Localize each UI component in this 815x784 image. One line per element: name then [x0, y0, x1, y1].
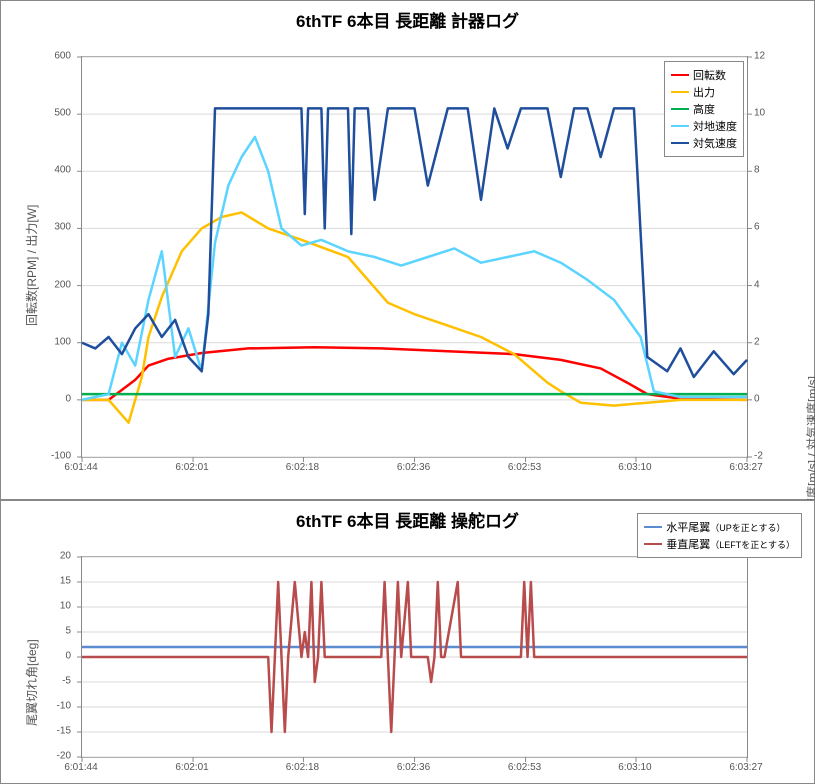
ytick-label: 100	[54, 336, 71, 347]
legend-sublabel: （LEFTを正とする）	[710, 538, 795, 551]
ytick-right-label: 12	[754, 51, 765, 62]
xtick-label: 6:02:36	[397, 762, 430, 773]
xtick-label: 6:01:44	[64, 462, 97, 473]
series-垂直尾翼	[82, 582, 747, 732]
xtick-label: 6:02:18	[286, 462, 319, 473]
ytick-right-label: -2	[754, 451, 763, 462]
legend: 水平尾翼（UPを正とする）垂直尾翼（LEFTを正とする）	[637, 513, 802, 558]
legend-swatch	[671, 74, 689, 77]
legend-swatch	[671, 108, 689, 111]
ytick-label: 600	[54, 51, 71, 62]
ytick-right-label: 8	[754, 165, 760, 176]
legend-item: 回転数	[671, 67, 737, 83]
ytick-label: 300	[54, 222, 71, 233]
legend-swatch	[671, 91, 689, 94]
legend-swatch	[644, 543, 662, 546]
legend-item: 対地速度	[671, 118, 737, 134]
ytick-right-label: 6	[754, 222, 760, 233]
chart-bottom: 6thTF 6本目 長距離 操舵ログ-20-15-10-5051015206:0…	[0, 500, 815, 784]
ylabel-left: 尾翼切れ角[deg]	[23, 639, 40, 726]
ytick-label: 0	[65, 393, 71, 404]
legend-label: 対気速度	[693, 135, 737, 151]
series-出力	[82, 212, 747, 422]
ytick-right-label: 10	[754, 108, 765, 119]
ylabel-left: 回転数[RPM] / 出力[W]	[23, 205, 40, 326]
xtick-label: 6:02:36	[397, 462, 430, 473]
ytick-label: 200	[54, 279, 71, 290]
ytick-right-label: 0	[754, 393, 760, 404]
ytick-label: 0	[65, 651, 71, 662]
ytick-label: -10	[57, 701, 71, 712]
legend-label: 高度	[693, 101, 715, 117]
ytick-label: -5	[62, 676, 71, 687]
ytick-label: 20	[60, 551, 71, 562]
legend-label: 回転数	[693, 67, 726, 83]
legend-swatch	[671, 125, 689, 128]
xtick-label: 6:02:53	[508, 762, 541, 773]
ytick-label: 15	[60, 576, 71, 587]
ytick-label: -100	[51, 451, 71, 462]
legend-label: 水平尾翼	[666, 519, 710, 535]
ytick-label: -20	[57, 751, 71, 762]
legend-swatch	[671, 142, 689, 145]
legend-item: 対気速度	[671, 135, 737, 151]
xtick-label: 6:02:53	[508, 462, 541, 473]
ytick-label: 500	[54, 108, 71, 119]
ytick-label: 400	[54, 165, 71, 176]
legend-item: 垂直尾翼（LEFTを正とする）	[644, 536, 795, 552]
series-対気速度	[82, 108, 747, 377]
xtick-label: 6:02:18	[286, 762, 319, 773]
chart-top: 6thTF 6本目 長距離 計器ログ-100010020030040050060…	[0, 0, 815, 500]
xtick-label: 6:03:10	[618, 762, 651, 773]
xtick-label: 6:03:27	[729, 462, 762, 473]
xtick-label: 6:02:01	[175, 462, 208, 473]
plot-area	[81, 556, 748, 758]
ytick-right-label: 4	[754, 279, 760, 290]
legend: 回転数出力高度対地速度対気速度	[664, 61, 744, 157]
plot-area	[81, 56, 748, 458]
legend-label: 出力	[693, 84, 715, 100]
legend-label: 垂直尾翼	[666, 536, 710, 552]
xtick-label: 6:01:44	[64, 762, 97, 773]
legend-sublabel: （UPを正とする）	[710, 521, 785, 534]
ytick-label: -15	[57, 726, 71, 737]
xtick-label: 6:03:10	[618, 462, 651, 473]
ytick-label: 10	[60, 601, 71, 612]
xtick-label: 6:02:01	[175, 762, 208, 773]
series-対地速度	[82, 137, 747, 400]
legend-item: 水平尾翼（UPを正とする）	[644, 519, 795, 535]
ytick-label: 5	[65, 626, 71, 637]
legend-item: 出力	[671, 84, 737, 100]
chart-title: 6thTF 6本目 長距離 計器ログ	[1, 1, 814, 32]
ytick-right-label: 2	[754, 336, 760, 347]
legend-label: 対地速度	[693, 118, 737, 134]
legend-item: 高度	[671, 101, 737, 117]
xtick-label: 6:03:27	[729, 762, 762, 773]
legend-swatch	[644, 526, 662, 529]
